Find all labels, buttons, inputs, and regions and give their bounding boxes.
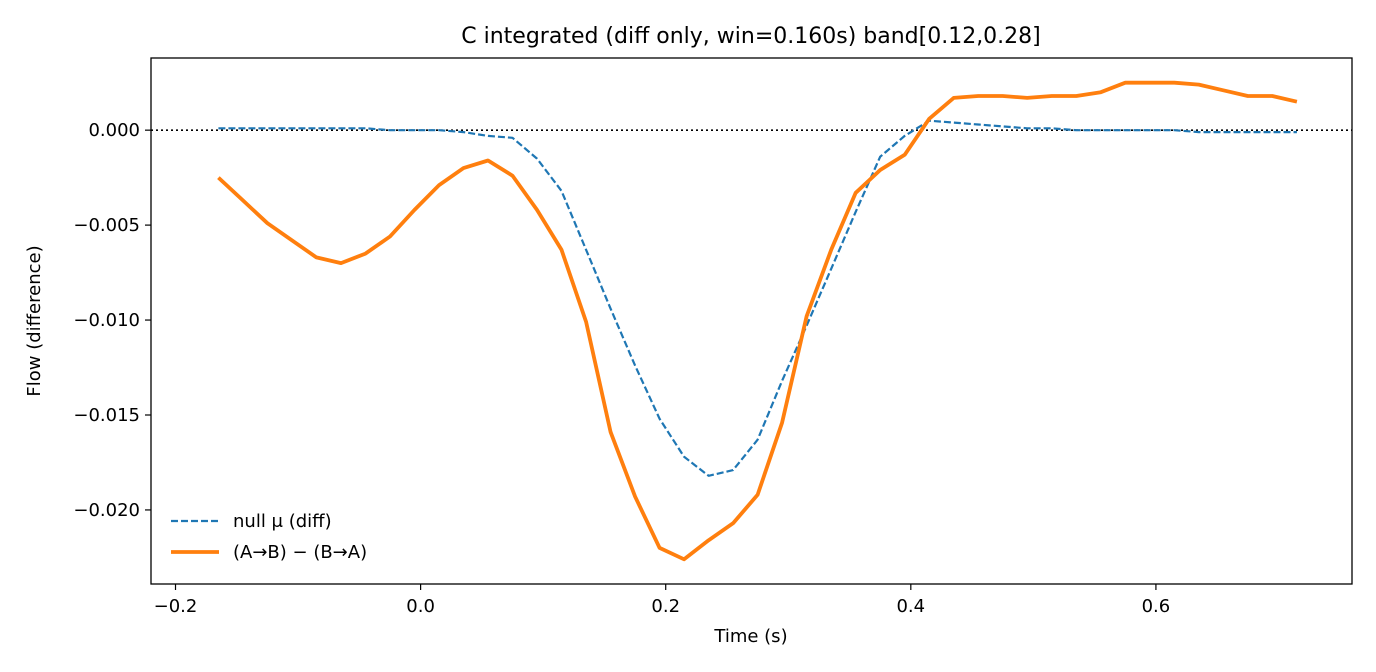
y-tick-label: −0.015 [73, 405, 140, 426]
y-tick-label: −0.010 [73, 310, 140, 331]
x-axis-label: Time (s) [713, 626, 787, 647]
chart-title: C integrated (diff only, win=0.160s) ban… [461, 24, 1041, 49]
plot-frame [150, 57, 1353, 585]
y-tick-label: 0.000 [88, 120, 140, 141]
x-tick-label: 0.0 [406, 596, 435, 617]
x-tick-label: −0.2 [154, 596, 198, 617]
x-axis: −0.2 0.0 0.2 0.4 0.6 [154, 584, 1171, 617]
y-tick-label: −0.005 [73, 215, 140, 236]
legend: null μ (diff) (A→B) − (B→A) [171, 511, 367, 563]
plot-area [151, 80, 1352, 562]
y-axis: 0.000 −0.005 −0.010 −0.015 −0.020 [73, 120, 151, 521]
series-line-difference [217, 80, 1298, 562]
y-tick-label: −0.020 [73, 500, 140, 521]
legend-label: (A→B) − (B→A) [233, 542, 367, 563]
x-tick-label: 0.6 [1142, 596, 1171, 617]
y-axis-label: Flow (difference) [24, 245, 45, 396]
x-tick-label: 0.4 [896, 596, 925, 617]
series-line-null-mean [218, 119, 1297, 477]
legend-label: null μ (diff) [233, 511, 332, 532]
x-tick-label: 0.2 [651, 596, 680, 617]
